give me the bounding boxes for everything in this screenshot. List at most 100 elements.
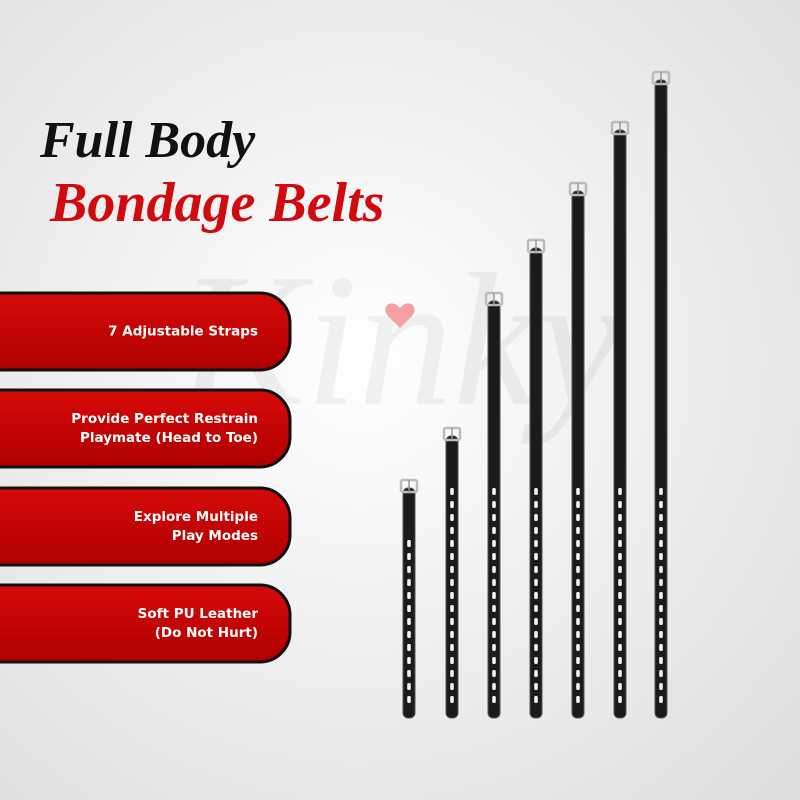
feature-panel xyxy=(0,291,292,372)
belt-hole xyxy=(450,488,454,495)
belt-hole xyxy=(659,514,663,521)
belt-hole xyxy=(659,605,663,612)
belt-hole xyxy=(576,540,580,547)
belt-hole xyxy=(576,605,580,612)
belt-hole xyxy=(576,631,580,638)
belt-hole xyxy=(576,683,580,690)
belt-hole xyxy=(492,540,496,547)
feature-panel xyxy=(0,486,292,567)
belt-hole xyxy=(492,553,496,560)
belt-hole xyxy=(450,657,454,664)
feature-text: Playmate (Head to Toe) xyxy=(80,430,258,446)
belt-hole xyxy=(576,514,580,521)
belt-hole xyxy=(576,592,580,599)
belt-hole xyxy=(407,579,411,586)
belt-hole xyxy=(407,618,411,625)
belt-hole xyxy=(618,696,622,703)
feature-text: 7 Adjustable Straps xyxy=(108,324,258,340)
belt-hole xyxy=(407,540,411,547)
belt-hole xyxy=(534,592,538,599)
belt-hole xyxy=(492,514,496,521)
belt-hole xyxy=(659,540,663,547)
belt-hole xyxy=(407,683,411,690)
belt-hole xyxy=(534,657,538,664)
belt-hole xyxy=(618,579,622,586)
belt-hole xyxy=(618,566,622,573)
belt-hole xyxy=(576,657,580,664)
belt-hole xyxy=(534,618,538,625)
belt-hole xyxy=(659,618,663,625)
belt-hole xyxy=(450,579,454,586)
heart-icon xyxy=(385,303,415,328)
belt-hole xyxy=(407,657,411,664)
belt-hole xyxy=(492,631,496,638)
belt-hole xyxy=(450,592,454,599)
feature-text: Explore Multiple xyxy=(134,509,258,525)
belt-hole xyxy=(659,501,663,508)
belt-hole xyxy=(618,501,622,508)
belt-hole xyxy=(450,696,454,703)
belt-hole xyxy=(576,527,580,534)
belt-hole xyxy=(576,566,580,573)
belt-hole xyxy=(576,670,580,677)
belt-hole xyxy=(534,514,538,521)
belt-hole xyxy=(450,618,454,625)
title-line1: Full Body xyxy=(39,112,256,169)
belt-hole xyxy=(659,696,663,703)
belt-hole xyxy=(576,553,580,560)
belt-hole xyxy=(534,644,538,651)
belt-hole xyxy=(534,631,538,638)
belt-hole xyxy=(618,670,622,677)
belt-hole xyxy=(407,566,411,573)
belt-hole xyxy=(618,592,622,599)
belt-hole xyxy=(450,566,454,573)
belt-hole xyxy=(492,683,496,690)
belt-hole xyxy=(618,540,622,547)
belt-hole xyxy=(534,579,538,586)
belt-hole xyxy=(534,527,538,534)
belt-hole xyxy=(618,644,622,651)
belt-hole xyxy=(534,553,538,560)
belt-hole xyxy=(450,501,454,508)
belt-hole xyxy=(618,488,622,495)
feature-text: Provide Perfect Restrain xyxy=(71,411,258,427)
belt-hole xyxy=(492,696,496,703)
belt-hole xyxy=(407,670,411,677)
belt-hole xyxy=(534,683,538,690)
belt-hole xyxy=(450,553,454,560)
belt-hole xyxy=(492,618,496,625)
feature-panel xyxy=(0,388,292,469)
belt-hole xyxy=(450,631,454,638)
belt-hole xyxy=(659,644,663,651)
belt-hole xyxy=(450,514,454,521)
belt-hole xyxy=(659,488,663,495)
belt-hole xyxy=(450,670,454,677)
belt-hole xyxy=(618,553,622,560)
belt-hole xyxy=(576,696,580,703)
belt-hole xyxy=(492,501,496,508)
belt-hole xyxy=(450,540,454,547)
belt-hole xyxy=(659,553,663,560)
belt-hole xyxy=(659,683,663,690)
belt-hole xyxy=(492,605,496,612)
belt-hole xyxy=(534,605,538,612)
belt-hole xyxy=(618,657,622,664)
belt-hole xyxy=(407,592,411,599)
belt-hole xyxy=(534,540,538,547)
belt-hole xyxy=(576,618,580,625)
belt-hole xyxy=(618,683,622,690)
belt-hole xyxy=(492,670,496,677)
belt-hole xyxy=(534,696,538,703)
belt-hole xyxy=(618,618,622,625)
belt-hole xyxy=(407,553,411,560)
belt-hole xyxy=(659,566,663,573)
belt-hole xyxy=(534,488,538,495)
belt-hole xyxy=(659,670,663,677)
belt-hole xyxy=(407,644,411,651)
belt-hole xyxy=(407,605,411,612)
belt-hole xyxy=(492,566,496,573)
belt-hole xyxy=(534,501,538,508)
belt-strap xyxy=(571,190,585,719)
